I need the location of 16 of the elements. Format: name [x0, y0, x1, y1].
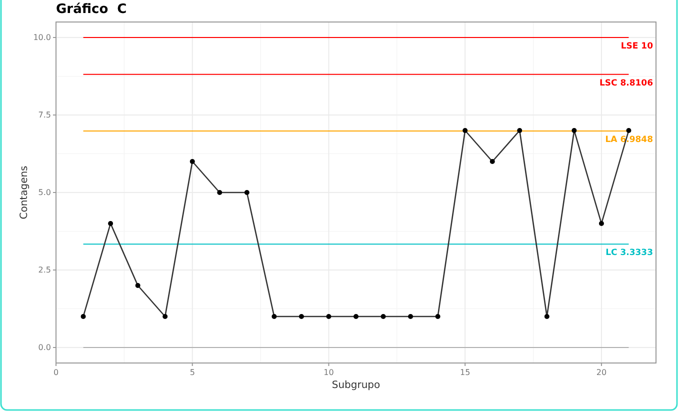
x-tick-label: 15: [460, 368, 470, 377]
x-tick-label: 20: [596, 368, 607, 377]
y-axis-title: Contagens: [19, 166, 30, 220]
ref-line-label: LSE 10: [620, 42, 654, 52]
y-tick-label: 2.5: [38, 266, 51, 275]
y-tick-label: 10.0: [33, 33, 51, 42]
y-tick-label: 5.0: [38, 188, 51, 198]
ref-line-label: LSC 8.8106: [599, 78, 654, 88]
y-tick-label: 7.5: [38, 110, 51, 120]
x-tick-label: 0: [53, 368, 59, 377]
chart-title: Gráfico C: [56, 2, 127, 17]
y-tick-label: 0.0: [38, 343, 51, 352]
x-axis-title: Subgrupo: [332, 380, 380, 391]
ref-line-label: LC 3.3333: [606, 248, 654, 258]
x-tick-label: 5: [190, 368, 195, 377]
x-tick-label: 10: [324, 368, 334, 377]
